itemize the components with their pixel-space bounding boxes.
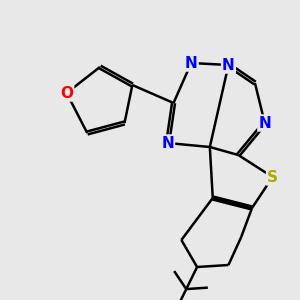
Text: N: N [185, 56, 198, 70]
Text: N: N [258, 116, 271, 130]
Text: N: N [222, 58, 235, 73]
Text: S: S [267, 169, 278, 184]
Text: O: O [60, 85, 73, 100]
Text: N: N [161, 136, 174, 151]
